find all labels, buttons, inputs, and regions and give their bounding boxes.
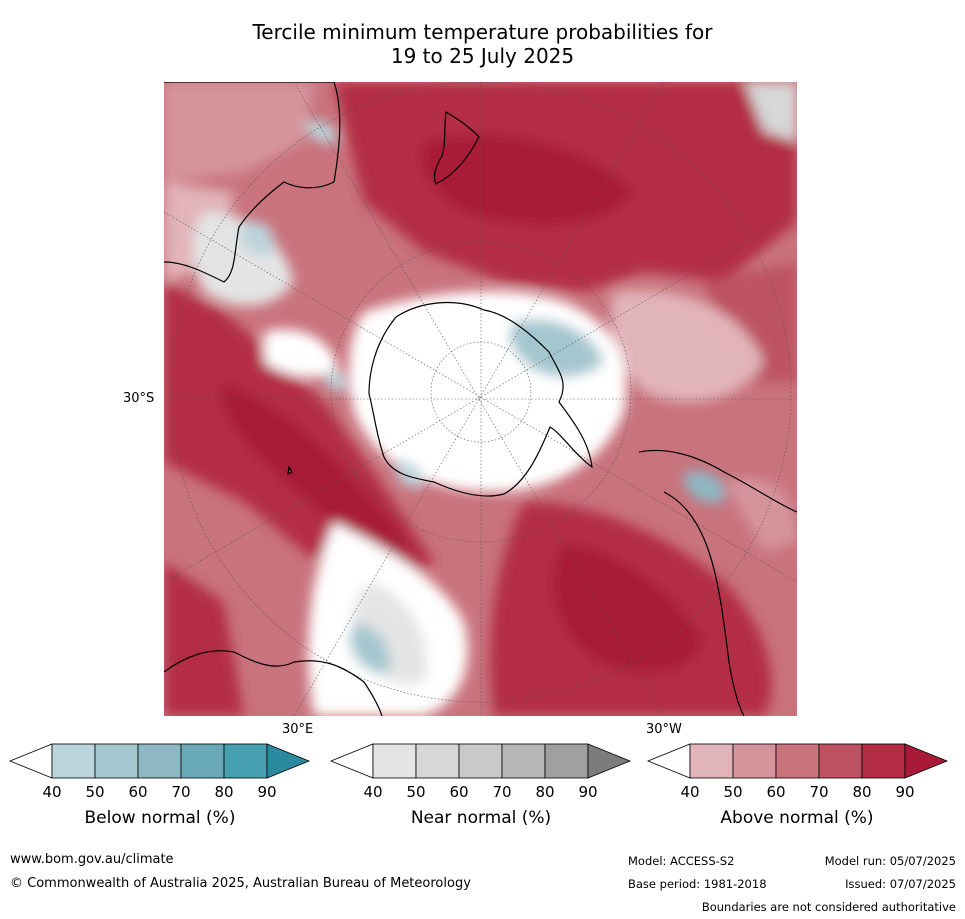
near-colorbar-max-extend bbox=[587, 743, 632, 779]
title-line-2: 19 to 25 July 2025 bbox=[390, 44, 575, 68]
below-tick-label: 70 bbox=[171, 783, 191, 801]
title-line-1: Tercile minimum temperature probabilitie… bbox=[252, 20, 713, 44]
near-tick-label: 70 bbox=[492, 783, 512, 801]
near-colorbar-segment bbox=[415, 743, 460, 779]
above-tick-label: 70 bbox=[809, 783, 829, 801]
model-run-date: Model run: 05/07/2025 bbox=[824, 854, 956, 868]
near-colorbar-segment bbox=[372, 743, 417, 779]
above-tick-label: 60 bbox=[766, 783, 786, 801]
colorbar-above-svg bbox=[646, 743, 949, 779]
near-colorbar-segment bbox=[458, 743, 503, 779]
above-colorbar-segment bbox=[818, 743, 863, 779]
near-tick-label: 40 bbox=[363, 783, 383, 801]
above-colorbar-segment bbox=[861, 743, 906, 779]
near-colorbar-min-extend bbox=[329, 743, 374, 779]
coastlines bbox=[164, 82, 797, 716]
below-tick-label: 90 bbox=[257, 783, 277, 801]
below-colorbar-segment bbox=[51, 743, 96, 779]
island-kerguelen bbox=[287, 465, 293, 476]
above-colorbar-segment bbox=[732, 743, 777, 779]
below-colorbar-min-extend bbox=[8, 743, 53, 779]
boundary-disclaimer: Boundaries are not considered authoritat… bbox=[701, 900, 956, 914]
below-tick-label: 50 bbox=[85, 783, 105, 801]
chart-title: Tercile minimum temperature probabilitie… bbox=[0, 20, 965, 68]
above-tick-label: 80 bbox=[852, 783, 872, 801]
africa-coastline bbox=[164, 650, 383, 716]
polar-map-svg bbox=[164, 82, 797, 716]
near-colorbar-segment bbox=[544, 743, 589, 779]
below-colorbar-max-extend bbox=[266, 743, 311, 779]
above-colorbar-max-extend bbox=[904, 743, 949, 779]
antarctica-coastline bbox=[368, 301, 593, 497]
website-link[interactable]: www.bom.gov.au/climate bbox=[10, 852, 174, 867]
below-colorbar-segment bbox=[94, 743, 139, 779]
near-tick-label: 80 bbox=[535, 783, 555, 801]
south-america-coastline bbox=[638, 449, 797, 716]
colorbar-above-title: Above normal (%) bbox=[720, 808, 874, 828]
latitude-label-30s: 30°S bbox=[123, 391, 155, 406]
above-tick-label: 90 bbox=[895, 783, 915, 801]
near-colorbar-segment bbox=[501, 743, 546, 779]
longitude-label-30w: 30°W bbox=[646, 722, 682, 737]
above-tick-label: 50 bbox=[723, 783, 743, 801]
new-zealand-coastline bbox=[433, 111, 480, 185]
near-tick-label: 50 bbox=[406, 783, 426, 801]
issued-date: Issued: 07/07/2025 bbox=[845, 877, 956, 891]
colorbar-below-title: Below normal (%) bbox=[84, 808, 236, 828]
colorbar-near-title: Near normal (%) bbox=[410, 808, 552, 828]
below-tick-label: 60 bbox=[128, 783, 148, 801]
below-colorbar-segment bbox=[223, 743, 268, 779]
probability-field bbox=[164, 82, 797, 716]
near-tick-label: 90 bbox=[578, 783, 598, 801]
above-tick-label: 40 bbox=[680, 783, 700, 801]
above-colorbar-min-extend bbox=[646, 743, 691, 779]
above-colorbar-segment bbox=[775, 743, 820, 779]
below-tick-label: 40 bbox=[42, 783, 62, 801]
colorbar-below bbox=[8, 743, 311, 779]
base-period: Base period: 1981-2018 bbox=[628, 877, 767, 891]
graticule bbox=[164, 82, 797, 716]
polar-map bbox=[164, 82, 797, 716]
above-colorbar-segment bbox=[689, 743, 734, 779]
australia-coastline bbox=[164, 82, 341, 283]
model-name: Model: ACCESS-S2 bbox=[628, 854, 735, 868]
colorbar-below-svg bbox=[8, 743, 311, 779]
below-colorbar-segment bbox=[137, 743, 182, 779]
longitude-label-30e: 30°E bbox=[282, 722, 314, 737]
colorbar-above bbox=[646, 743, 949, 779]
near-tick-label: 60 bbox=[449, 783, 469, 801]
below-colorbar-segment bbox=[180, 743, 225, 779]
copyright-text: © Commonwealth of Australia 2025, Austra… bbox=[10, 876, 471, 891]
colorbar-near-svg bbox=[329, 743, 632, 779]
colorbar-near bbox=[329, 743, 632, 779]
below-tick-label: 80 bbox=[214, 783, 234, 801]
